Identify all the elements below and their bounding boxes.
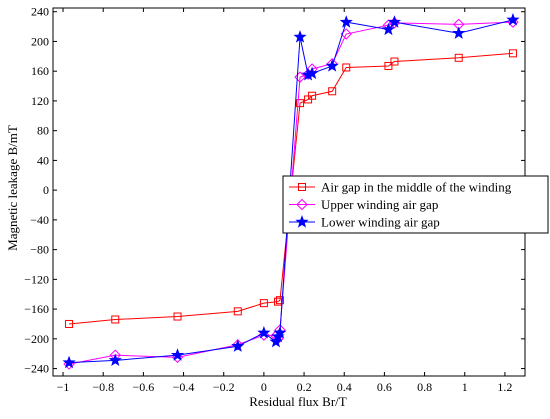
x-tick-label: −0.2 <box>213 380 235 394</box>
legend-marker <box>298 183 306 191</box>
data-point <box>296 99 305 108</box>
legend-label: Lower winding air gap <box>321 215 440 230</box>
data-point <box>108 353 122 367</box>
x-tick-label: 0.2 <box>297 380 312 394</box>
data-point <box>294 71 306 83</box>
x-tick-label: −0.6 <box>132 380 154 394</box>
axis-ticks: −1 −0.8 −0.6 −0.4 −0.2 0 0.2 0.4 0.6 0.8 1 1.2 −240 −… <box>24 5 525 394</box>
series-square <box>65 49 517 328</box>
data-point <box>111 315 120 324</box>
x-tick-label: 0.8 <box>417 380 432 394</box>
legend-label: Upper winding air gap <box>321 197 438 212</box>
data-point <box>293 30 307 43</box>
data-point <box>384 61 393 70</box>
data-point <box>257 325 271 339</box>
x-tick-label: −0.8 <box>92 380 114 394</box>
data-point <box>258 329 270 341</box>
x-tick-label: 1.2 <box>497 380 512 394</box>
x-tick-label: −1 <box>57 380 70 394</box>
y-tick-label: 80 <box>37 124 49 138</box>
data-point <box>387 15 402 28</box>
series-group <box>62 12 520 370</box>
data-point <box>328 87 337 96</box>
data-point <box>452 26 466 39</box>
y-tick-label: 0 <box>43 183 49 197</box>
legend-item: Air gap in the middle of the winding <box>289 180 512 195</box>
legend-item: Upper winding air gap <box>289 197 438 212</box>
data-point <box>233 307 242 316</box>
y-tick-label: 200 <box>31 34 49 48</box>
x-axis-label: Residual flux Br/T <box>249 394 347 409</box>
legend-box <box>282 175 549 234</box>
data-point <box>259 299 268 308</box>
legend-marker <box>295 215 309 228</box>
y-axis-label: Magnetic leakage B/mT <box>5 125 20 251</box>
data-point <box>506 12 520 26</box>
y-tick-label: −160 <box>24 302 49 316</box>
data-point <box>65 319 74 328</box>
data-point <box>273 325 287 339</box>
legend-marker <box>296 198 308 211</box>
y-tick-label: 240 <box>31 5 49 19</box>
x-tick-label: −0.4 <box>173 380 195 394</box>
x-tick-label: 0 <box>261 380 267 394</box>
y-tick-label: 120 <box>31 94 49 108</box>
series-star <box>62 12 520 369</box>
data-point <box>62 355 76 369</box>
data-point <box>275 296 284 305</box>
data-point <box>342 63 351 72</box>
data-point <box>339 15 353 28</box>
data-point <box>390 57 399 66</box>
x-tick-label: 0.6 <box>377 380 392 394</box>
data-point <box>305 66 319 80</box>
y-tick-label: −200 <box>24 332 49 346</box>
y-tick-label: 40 <box>37 153 49 167</box>
y-tick-label: −40 <box>30 213 49 227</box>
x-tick-label: 1 <box>462 380 468 394</box>
data-point <box>232 339 244 351</box>
data-point <box>170 348 185 361</box>
data-point <box>173 312 182 321</box>
data-point <box>508 49 517 58</box>
data-point <box>231 339 245 352</box>
data-point <box>308 91 317 100</box>
legend-item: Lower winding air gap <box>289 215 440 230</box>
data-point <box>454 53 463 62</box>
data-point <box>381 22 396 36</box>
x-tick-label: 0.4 <box>337 380 352 394</box>
data-point <box>325 59 339 72</box>
y-tick-label: 160 <box>31 64 49 78</box>
y-tick-label: −120 <box>24 272 49 286</box>
data-point <box>273 297 282 306</box>
y-tick-label: −240 <box>24 362 49 376</box>
y-tick-label: −80 <box>30 243 49 257</box>
legend-label: Air gap in the middle of the winding <box>321 180 512 195</box>
legend: Air gap in the middle of the winding Uppe… <box>282 175 549 234</box>
